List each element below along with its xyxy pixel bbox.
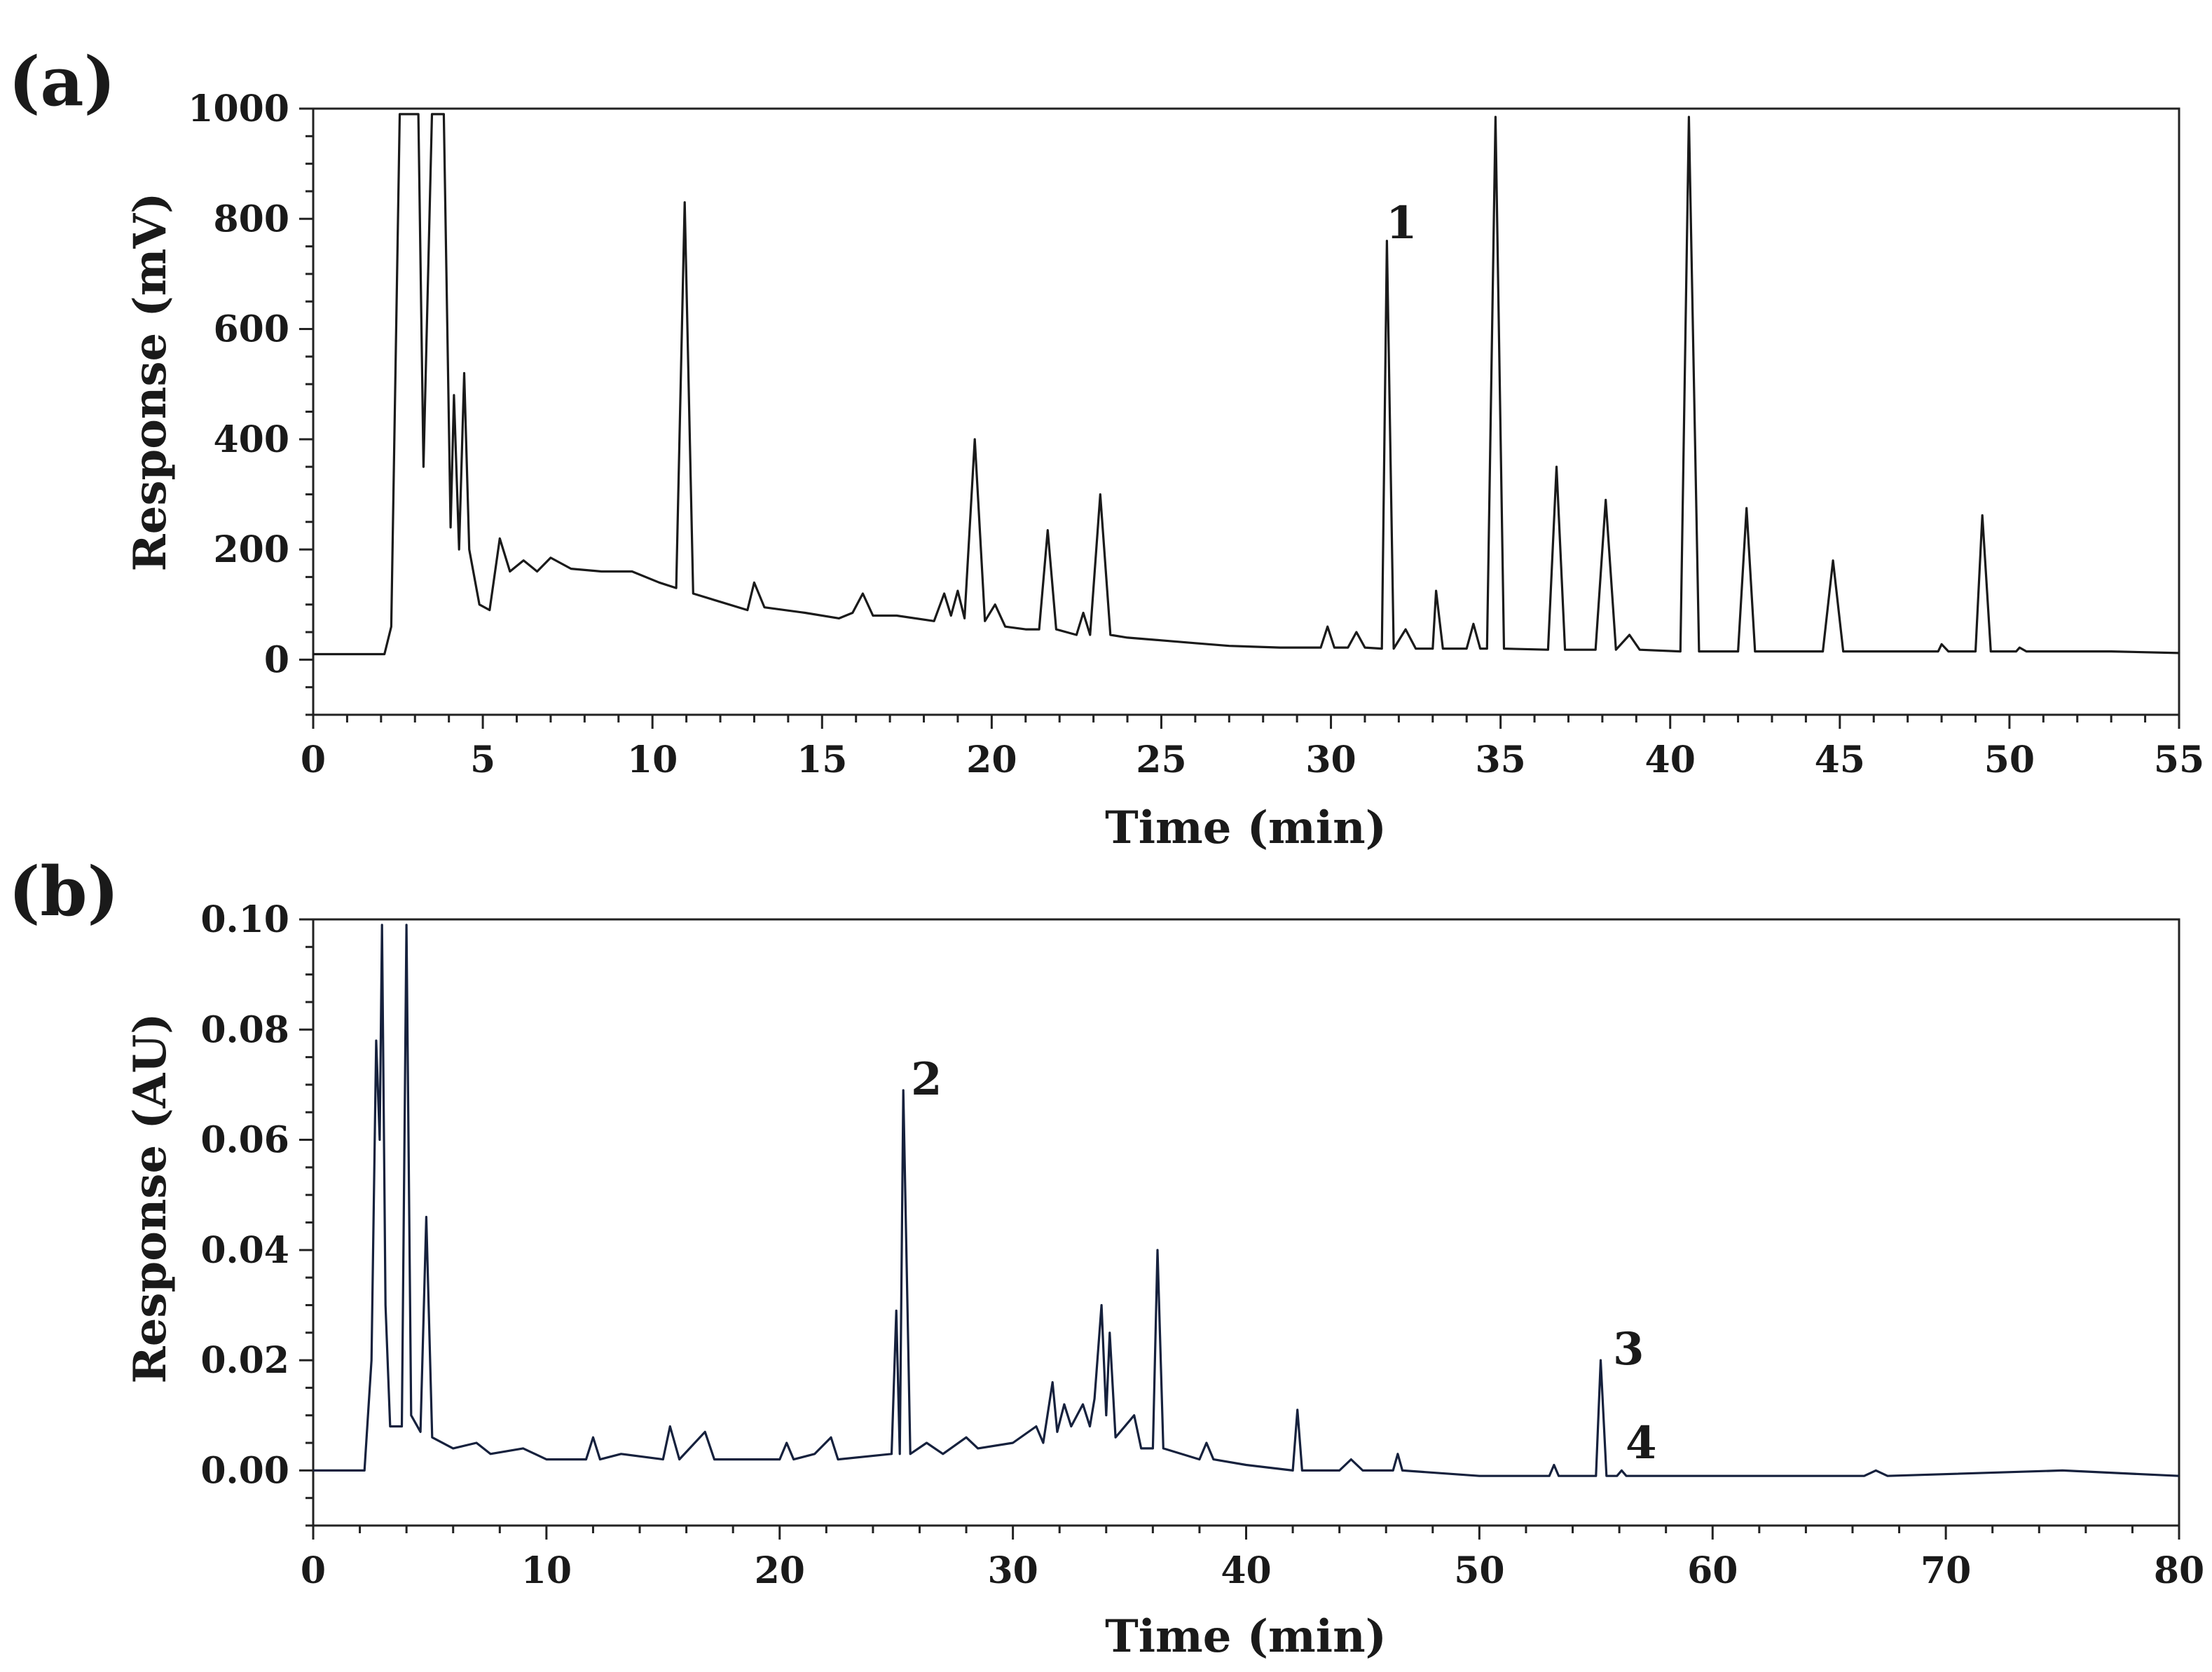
- y-tick-label: 200: [213, 528, 289, 571]
- peak-annotations: 1: [1386, 197, 1417, 249]
- y-tick-label: 0.00: [200, 1449, 289, 1492]
- y-tick-label: 0.08: [200, 1008, 289, 1051]
- x-tick-label: 55: [2154, 739, 2204, 781]
- y-axis-title: Response (mV): [124, 193, 177, 572]
- y-tick-label: 0.10: [200, 898, 289, 941]
- x-tick-label: 5: [470, 739, 495, 781]
- x-tick-label: 30: [987, 1549, 1038, 1592]
- x-axis-title: Time (min): [1105, 1610, 1387, 1663]
- x-tick-label: 80: [2154, 1549, 2204, 1592]
- x-tick-labels: 0 10 20 30 40 50 60 70 80: [301, 1549, 2204, 1592]
- x-tick-label: 50: [1454, 1549, 1504, 1592]
- y-tick-label: 400: [213, 418, 289, 461]
- x-axis-title: Time (min): [1105, 802, 1387, 854]
- x-tick-label: 0: [301, 1549, 326, 1592]
- x-tick-label: 10: [627, 739, 678, 781]
- peak-label-2: 2: [911, 1053, 942, 1106]
- peak-annotations: 2 3 4: [911, 1053, 1657, 1469]
- x-tick-label: 25: [1136, 739, 1186, 781]
- x-tick-label: 45: [1815, 739, 1865, 781]
- x-tick-label: 70: [1921, 1549, 1971, 1592]
- panel-label: (a): [8, 42, 116, 121]
- x-tick-label: 20: [755, 1549, 805, 1592]
- y-tick-label: 1000: [188, 88, 289, 130]
- x-tick-label: 0: [301, 739, 326, 781]
- x-tick-label: 40: [1221, 1549, 1271, 1592]
- peak-label-1: 1: [1386, 197, 1417, 249]
- chromatogram-line: [313, 113, 2180, 656]
- axis-ticks: [299, 918, 2180, 1540]
- y-tick-label: 800: [213, 198, 289, 240]
- chart-panel-a: (a) 0 5 10 15 20 25 30 35 40 45 50 55 0 200 400 600 800…: [8, 42, 2204, 854]
- x-tick-label: 20: [966, 739, 1017, 781]
- chromatogram-line: [313, 924, 2180, 1477]
- chart-panel-b: (b) 0 10 20 30 40 50 60 70 80 0.000.020.040.060.…: [8, 852, 2204, 1663]
- peak-label-4: 4: [1626, 1417, 1657, 1469]
- x-tick-label: 30: [1305, 739, 1356, 781]
- x-tick-label: 50: [1984, 739, 2035, 781]
- x-tick-label: 35: [1475, 739, 1525, 781]
- axis-ticks: [299, 107, 2180, 729]
- y-tick-label: 0.02: [200, 1339, 289, 1382]
- x-tick-label: 15: [797, 739, 847, 781]
- y-tick-label: 600: [213, 308, 289, 351]
- plot-frame: [312, 918, 2180, 1527]
- y-tick-label: 0.04: [200, 1229, 289, 1272]
- y-tick-labels: 0 200 400 600 800 1000: [188, 88, 289, 681]
- x-tick-label: 60: [1687, 1549, 1738, 1592]
- y-axis-title: Response (AU): [124, 1013, 177, 1384]
- y-tick-label: 0.06: [200, 1119, 289, 1162]
- panel-label: (b): [8, 852, 119, 931]
- x-tick-label: 40: [1645, 739, 1696, 781]
- peak-label-3: 3: [1613, 1323, 1644, 1376]
- x-tick-labels: 0 5 10 15 20 25 30 35 40 45 50 55: [301, 739, 2204, 781]
- x-tick-label: 10: [521, 1549, 572, 1592]
- y-tick-label: 0: [264, 638, 289, 681]
- plot-frame: [312, 107, 2180, 716]
- y-tick-labels: 0.00 0.02 0.04 0.06 0.08 0.10: [200, 898, 289, 1492]
